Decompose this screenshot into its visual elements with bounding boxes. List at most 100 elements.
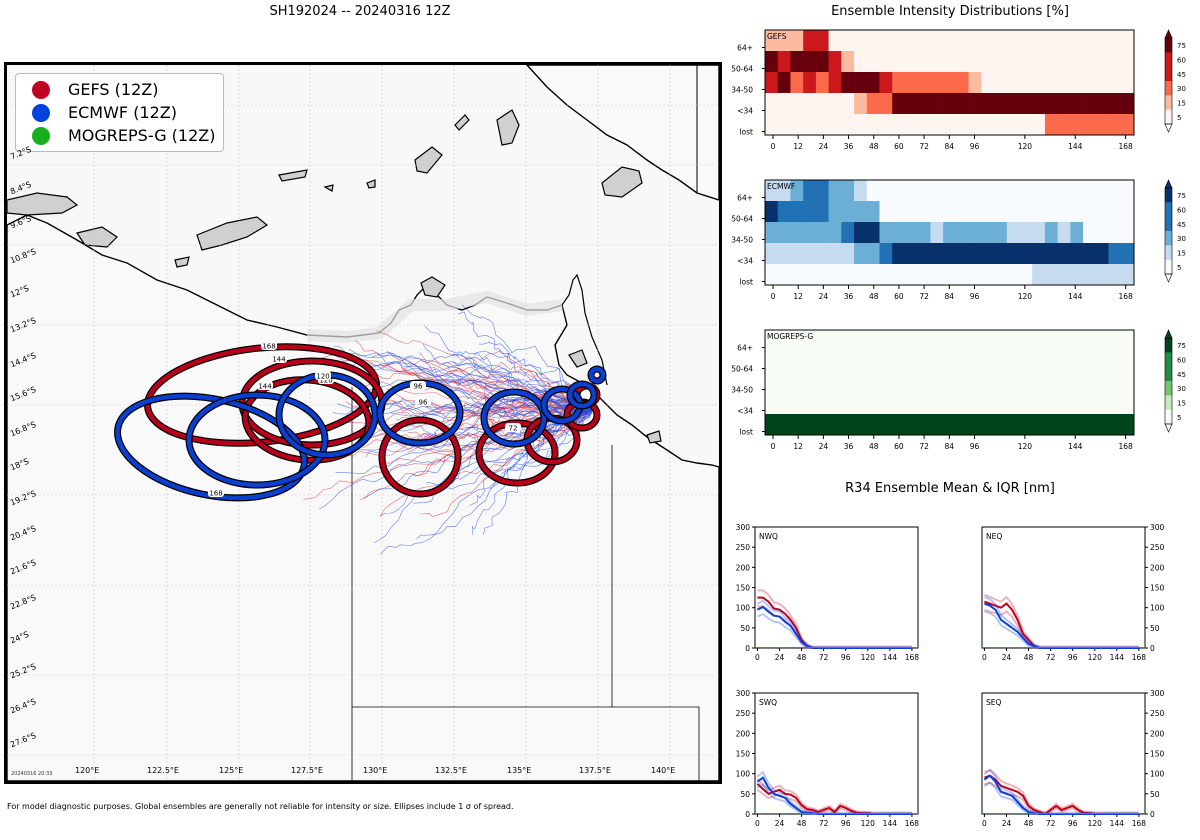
heatmap-cell xyxy=(968,114,982,136)
heatmap-cell xyxy=(765,243,779,265)
heatmap-cell xyxy=(955,201,969,223)
heatmap-cell xyxy=(795,372,827,394)
heatmap-cell xyxy=(955,72,969,94)
heatmap-cell xyxy=(1019,114,1033,136)
heatmap-cell xyxy=(1032,30,1046,52)
heatmap-cell xyxy=(866,264,880,286)
colorbar-label: 45 xyxy=(1177,221,1186,229)
colorbar-segment xyxy=(1165,381,1172,396)
r34-iqr-upper xyxy=(984,593,1139,648)
heatmap-cell xyxy=(949,414,981,436)
forecast-ellipse xyxy=(567,381,597,409)
heatmap-cell xyxy=(803,222,817,244)
heatmap-cell xyxy=(994,30,1008,52)
heatmap-cell xyxy=(879,243,893,265)
heatmap-cell xyxy=(930,222,944,244)
heatmap-cell xyxy=(1041,414,1073,436)
r34-iqr-upper xyxy=(756,599,912,648)
r34-y-label: 0 xyxy=(1150,810,1155,819)
heatmap-cell xyxy=(815,180,829,202)
heatmap-cell xyxy=(904,93,918,115)
r34-x-label: 48 xyxy=(797,819,807,828)
heatmap-cell xyxy=(980,414,1012,436)
heatmap-cell xyxy=(879,264,893,286)
heatmap-cell xyxy=(1011,414,1043,436)
heatmap-cell xyxy=(1019,222,1033,244)
heatmap-cell xyxy=(1095,30,1109,52)
heatmap-cell xyxy=(1095,222,1109,244)
heatmap-x-label: 96 xyxy=(970,292,980,301)
colorbar-arrow-top xyxy=(1164,329,1173,339)
heatmap-cell xyxy=(892,222,906,244)
r34-x-label: 168 xyxy=(905,653,920,662)
heatmap-cell xyxy=(854,264,868,286)
heatmap-cell xyxy=(857,414,889,436)
heatmap-cell xyxy=(892,264,906,286)
heatmap-cell xyxy=(892,93,906,115)
heatmap-cell xyxy=(1044,243,1058,265)
legend-marker-ecmwf xyxy=(32,103,50,122)
heatmap-x-label: 120 xyxy=(1018,292,1033,301)
r34-quadrant-label: NWQ xyxy=(759,532,778,541)
heatmap-cell xyxy=(888,330,920,352)
heatmap-x-label: 24 xyxy=(819,442,829,451)
heatmap-cell xyxy=(879,180,893,202)
heatmap-cell xyxy=(857,330,889,352)
heatmap-cell xyxy=(892,51,906,73)
r34-iqr-upper xyxy=(984,596,1139,648)
ellipse-label: 120 xyxy=(319,377,332,385)
heatmap-cell xyxy=(1041,330,1073,352)
colorbar-label: 30 xyxy=(1177,235,1186,243)
heatmap-cell xyxy=(1041,393,1073,415)
heatmap-cell xyxy=(1070,72,1084,94)
heatmap-panel-name: GEFS xyxy=(767,32,787,41)
lon-label: 137.5°E xyxy=(579,766,611,775)
heatmap-cell xyxy=(866,180,880,202)
heatmap-cell xyxy=(1103,351,1135,373)
ensemble-track xyxy=(335,407,593,475)
heatmap-cell xyxy=(777,51,791,73)
ellipse-label-bg xyxy=(271,354,287,363)
colorbar-segment xyxy=(1165,66,1172,82)
intensity-panels: GEFS 64+ 50-64 34-50 <34 lost 0 12 24 36 48 60 72 84 9… xyxy=(731,29,1186,451)
heatmap-cell xyxy=(892,114,906,136)
heatmap-x-label: 60 xyxy=(894,292,904,301)
legend-label-mogreps: MOGREPS-G (12Z) xyxy=(68,126,216,145)
heatmap-cell xyxy=(777,243,791,265)
heatmap-cell xyxy=(854,180,868,202)
ensemble-track xyxy=(376,330,593,411)
heatmap-cell xyxy=(1057,72,1071,94)
heatmap-panel-name: ECMWF xyxy=(767,182,795,191)
heatmap-x-label: 72 xyxy=(919,292,929,301)
heatmap-cell xyxy=(1121,243,1135,265)
heatmap-cell xyxy=(1057,201,1071,223)
r34-y-label: 200 xyxy=(1150,563,1165,572)
heatmap-cell xyxy=(930,114,944,136)
heatmap-cell xyxy=(1070,51,1084,73)
colorbar-frame xyxy=(1164,187,1173,275)
heatmap-cell xyxy=(828,264,842,286)
heatmap-cell xyxy=(1083,72,1097,94)
heatmap-cell xyxy=(815,264,829,286)
ensemble-track xyxy=(374,409,593,544)
r34-quadrant-label: SWQ xyxy=(759,698,777,707)
track-map: 168 144 120 96 72 168 144 120 96 72 GEFS (12Z) EC… xyxy=(4,62,722,784)
r34-title: R34 Ensemble Mean & IQR [nm] xyxy=(845,481,1055,496)
ensemble-track xyxy=(482,409,593,535)
heatmap-cell xyxy=(955,51,969,73)
colorbar-label: 5 xyxy=(1177,114,1181,122)
r34-y-label: 250 xyxy=(736,543,751,552)
heatmap-cell xyxy=(955,114,969,136)
heatmap-cell xyxy=(1121,93,1135,115)
ensemble-track xyxy=(310,409,593,460)
r34-y-label: 100 xyxy=(1150,770,1165,779)
heatmap-cell xyxy=(854,51,868,73)
heatmap-cell xyxy=(1044,222,1058,244)
heatmap-cell xyxy=(1019,180,1033,202)
heatmap-cell xyxy=(1032,51,1046,73)
colorbar-label: 15 xyxy=(1177,250,1186,258)
r34-x-label: 168 xyxy=(1132,819,1147,828)
colorbar-frame xyxy=(1164,37,1173,125)
heatmap-cell xyxy=(1083,264,1097,286)
heatmap-cell xyxy=(1006,51,1020,73)
